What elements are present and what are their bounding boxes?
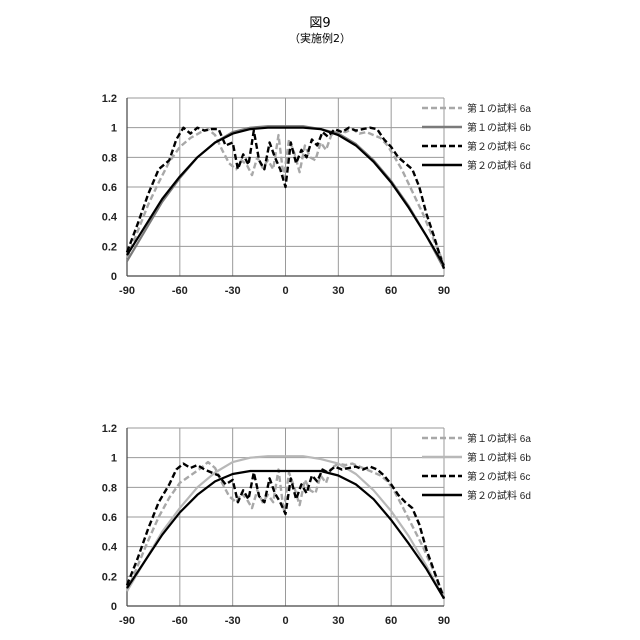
y-tick-label: 0.6 [102,512,117,524]
figure-subtitle: （実施例2） [289,32,351,45]
chart-bottom: 0 0.2 0.4 0.6 0.8 1 1.2 -90 -60 -30 0 30 60 90 第１の試料 6… [102,423,532,627]
legend-label: 第２の試料 6d [467,489,531,502]
y-tick-label: 1.2 [102,93,117,105]
x-tick-label: -90 [119,615,135,627]
figure-title: 図9 [309,16,331,31]
y-tick-label: 1.2 [102,423,117,435]
y-tick-label: 0.2 [102,241,117,253]
legend-label: 第２の試料 6d [467,159,531,172]
x-tick-label: -60 [172,285,188,297]
series-line-2 [126,455,445,600]
series-line-1 [125,460,446,598]
y-tick-label: 0.8 [102,152,117,164]
x-tick-label: 0 [282,615,288,627]
series-line-1 [125,127,446,265]
x-tick-label: 30 [332,615,344,627]
legend-label: 第１の試料 6a [467,432,531,445]
x-tick-label: -30 [225,615,241,627]
legend-label: 第１の試料 6b [467,121,531,134]
x-tick-label: -30 [225,285,241,297]
x-tick-label: -90 [119,285,135,297]
x-tick-label: 90 [438,615,450,627]
series-line-4 [126,469,445,600]
y-tick-label: 0.4 [102,212,118,224]
legend-label: 第２の試料 6c [467,140,530,153]
legend-label: 第１の試料 6b [467,451,531,464]
x-tick-label: 30 [332,285,344,297]
chart-top: 0 0.2 0.4 0.6 0.8 1 1.2 -90 -60 -30 0 30 60 90 第１の試料 6… [102,93,532,297]
series-line-3 [125,462,446,600]
legend-label: 第１の試料 6a [467,102,531,115]
x-tick-label: 0 [282,285,288,297]
y-tick-label: 1 [111,453,117,465]
y-tick-label: 0.2 [102,571,117,583]
series-line-3 [125,126,446,269]
x-tick-label: 60 [385,615,397,627]
y-tick-label: 0 [111,271,117,283]
x-tick-label: -60 [172,615,188,627]
y-tick-label: 0.4 [102,542,118,554]
y-tick-label: 0.8 [102,482,117,494]
y-tick-label: 0 [111,601,117,613]
y-tick-label: 1 [111,123,117,135]
series-line-4 [126,126,445,267]
x-tick-label: 90 [438,285,450,297]
legend-label: 第２の試料 6c [467,470,530,483]
x-tick-label: 60 [385,285,397,297]
y-tick-label: 0.6 [102,182,117,194]
